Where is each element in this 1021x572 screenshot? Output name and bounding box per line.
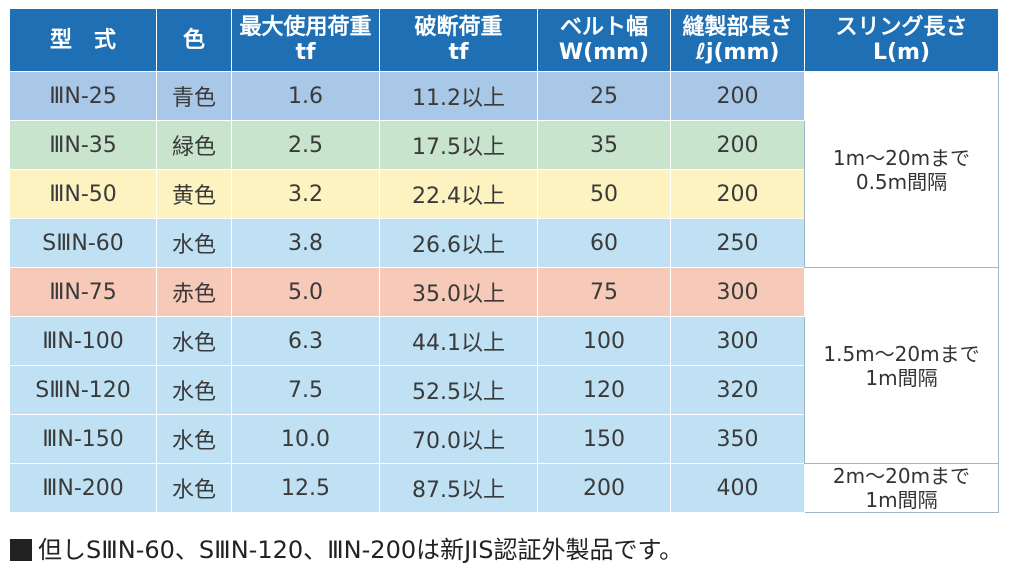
cell-color: 水色 <box>156 463 232 513</box>
footnote: 但しSⅢN-60、SⅢN-120、ⅢN-200は新JIS認証外製品です。 <box>10 534 683 566</box>
cell-break: 52.5以上 <box>379 365 538 415</box>
cell-width: 120 <box>537 365 671 415</box>
cell-sewn: 200 <box>670 71 805 121</box>
cell-width: 150 <box>537 414 671 464</box>
table-row: ⅢN-100 水色 6.3 44.1以上 100 300 <box>9 316 999 366</box>
table-row: ⅢN-25 青色 1.6 11.2以上 25 200 1m～20mまで 0.5m間… <box>9 71 999 268</box>
cell-load: 6.3 <box>231 316 380 366</box>
cell-model: ⅢN-150 <box>9 414 157 464</box>
cell-color: 緑色 <box>156 120 232 170</box>
header-break: 破断荷重 tf <box>379 8 538 72</box>
sling-spec-table: 型 式 色 最大使用荷重 tf 破断荷重 tf ベルト幅 W(mm) 縫製部長さ ℓj(… <box>9 8 999 513</box>
cell-color: 水色 <box>156 365 232 415</box>
header-color: 色 <box>156 8 232 72</box>
header-sewn: 縫製部長さ ℓj(mm) <box>670 8 805 72</box>
cell-sewn: 200 <box>670 169 805 219</box>
cell-load: 5.0 <box>231 267 380 317</box>
cell-width: 75 <box>537 267 671 317</box>
cell-color: 黄色 <box>156 169 232 219</box>
cell-load: 1.6 <box>231 71 380 121</box>
cell-color: 水色 <box>156 218 232 268</box>
cell-model: ⅢN-200 <box>9 463 157 513</box>
cell-model: ⅢN-50 <box>9 169 157 219</box>
cell-width: 50 <box>537 169 671 219</box>
cell-sling-range: 2m～20mまで 1m間隔 <box>804 463 999 513</box>
cell-sewn: 320 <box>670 365 805 415</box>
cell-model: SⅢN-60 <box>9 218 157 268</box>
cell-load: 7.5 <box>231 365 380 415</box>
cell-sling-range: 1.5m～20mまで 1m間隔 <box>804 267 999 464</box>
cell-load: 2.5 <box>231 120 380 170</box>
cell-width: 200 <box>537 463 671 513</box>
table-row: ⅢN-35 緑色 2.5 17.5以上 35 200 <box>9 120 999 170</box>
cell-color: 赤色 <box>156 267 232 317</box>
cell-color: 水色 <box>156 414 232 464</box>
cell-model: ⅢN-100 <box>9 316 157 366</box>
header-row: 型 式 色 最大使用荷重 tf 破断荷重 tf ベルト幅 W(mm) 縫製部長さ ℓj(… <box>9 8 999 72</box>
footnote-text: 但しSⅢN-60、SⅢN-120、ⅢN-200は新JIS認証外製品です。 <box>38 536 684 564</box>
cell-width: 100 <box>537 316 671 366</box>
cell-load: 3.8 <box>231 218 380 268</box>
header-model: 型 式 <box>9 8 157 72</box>
cell-width: 35 <box>537 120 671 170</box>
cell-load: 12.5 <box>231 463 380 513</box>
cell-break: 17.5以上 <box>379 120 538 170</box>
cell-break: 26.6以上 <box>379 218 538 268</box>
cell-sewn: 400 <box>670 463 805 513</box>
cell-model: ⅢN-25 <box>9 71 157 121</box>
table-row: SⅢN-120 水色 7.5 52.5以上 120 320 <box>9 365 999 415</box>
cell-sewn: 200 <box>670 120 805 170</box>
cell-sewn: 300 <box>670 267 805 317</box>
cell-color: 水色 <box>156 316 232 366</box>
table-row: ⅢN-50 黄色 3.2 22.4以上 50 200 <box>9 169 999 219</box>
table-row: ⅢN-200 水色 12.5 87.5以上 200 400 2m～20mまで 1m… <box>9 463 999 513</box>
cell-break: 22.4以上 <box>379 169 538 219</box>
table-row: ⅢN-75 赤色 5.0 35.0以上 75 300 1.5m～20mまで 1m間… <box>9 267 999 464</box>
cell-break: 44.1以上 <box>379 316 538 366</box>
cell-sewn: 250 <box>670 218 805 268</box>
cell-break: 70.0以上 <box>379 414 538 464</box>
cell-model: ⅢN-75 <box>9 267 157 317</box>
cell-sling-range: 1m～20mまで 0.5m間隔 <box>804 71 999 268</box>
header-width: ベルト幅 W(mm) <box>537 8 671 72</box>
cell-load: 10.0 <box>231 414 380 464</box>
cell-model: ⅢN-35 <box>9 120 157 170</box>
square-bullet-icon <box>10 539 32 561</box>
cell-break: 87.5以上 <box>379 463 538 513</box>
cell-break: 35.0以上 <box>379 267 538 317</box>
cell-width: 25 <box>537 71 671 121</box>
header-sling: スリング長さ L(m) <box>804 8 999 72</box>
cell-sewn: 350 <box>670 414 805 464</box>
cell-color: 青色 <box>156 71 232 121</box>
cell-model: SⅢN-120 <box>9 365 157 415</box>
header-load: 最大使用荷重 tf <box>231 8 380 72</box>
cell-width: 60 <box>537 218 671 268</box>
cell-load: 3.2 <box>231 169 380 219</box>
cell-sewn: 300 <box>670 316 805 366</box>
cell-break: 11.2以上 <box>379 71 538 121</box>
